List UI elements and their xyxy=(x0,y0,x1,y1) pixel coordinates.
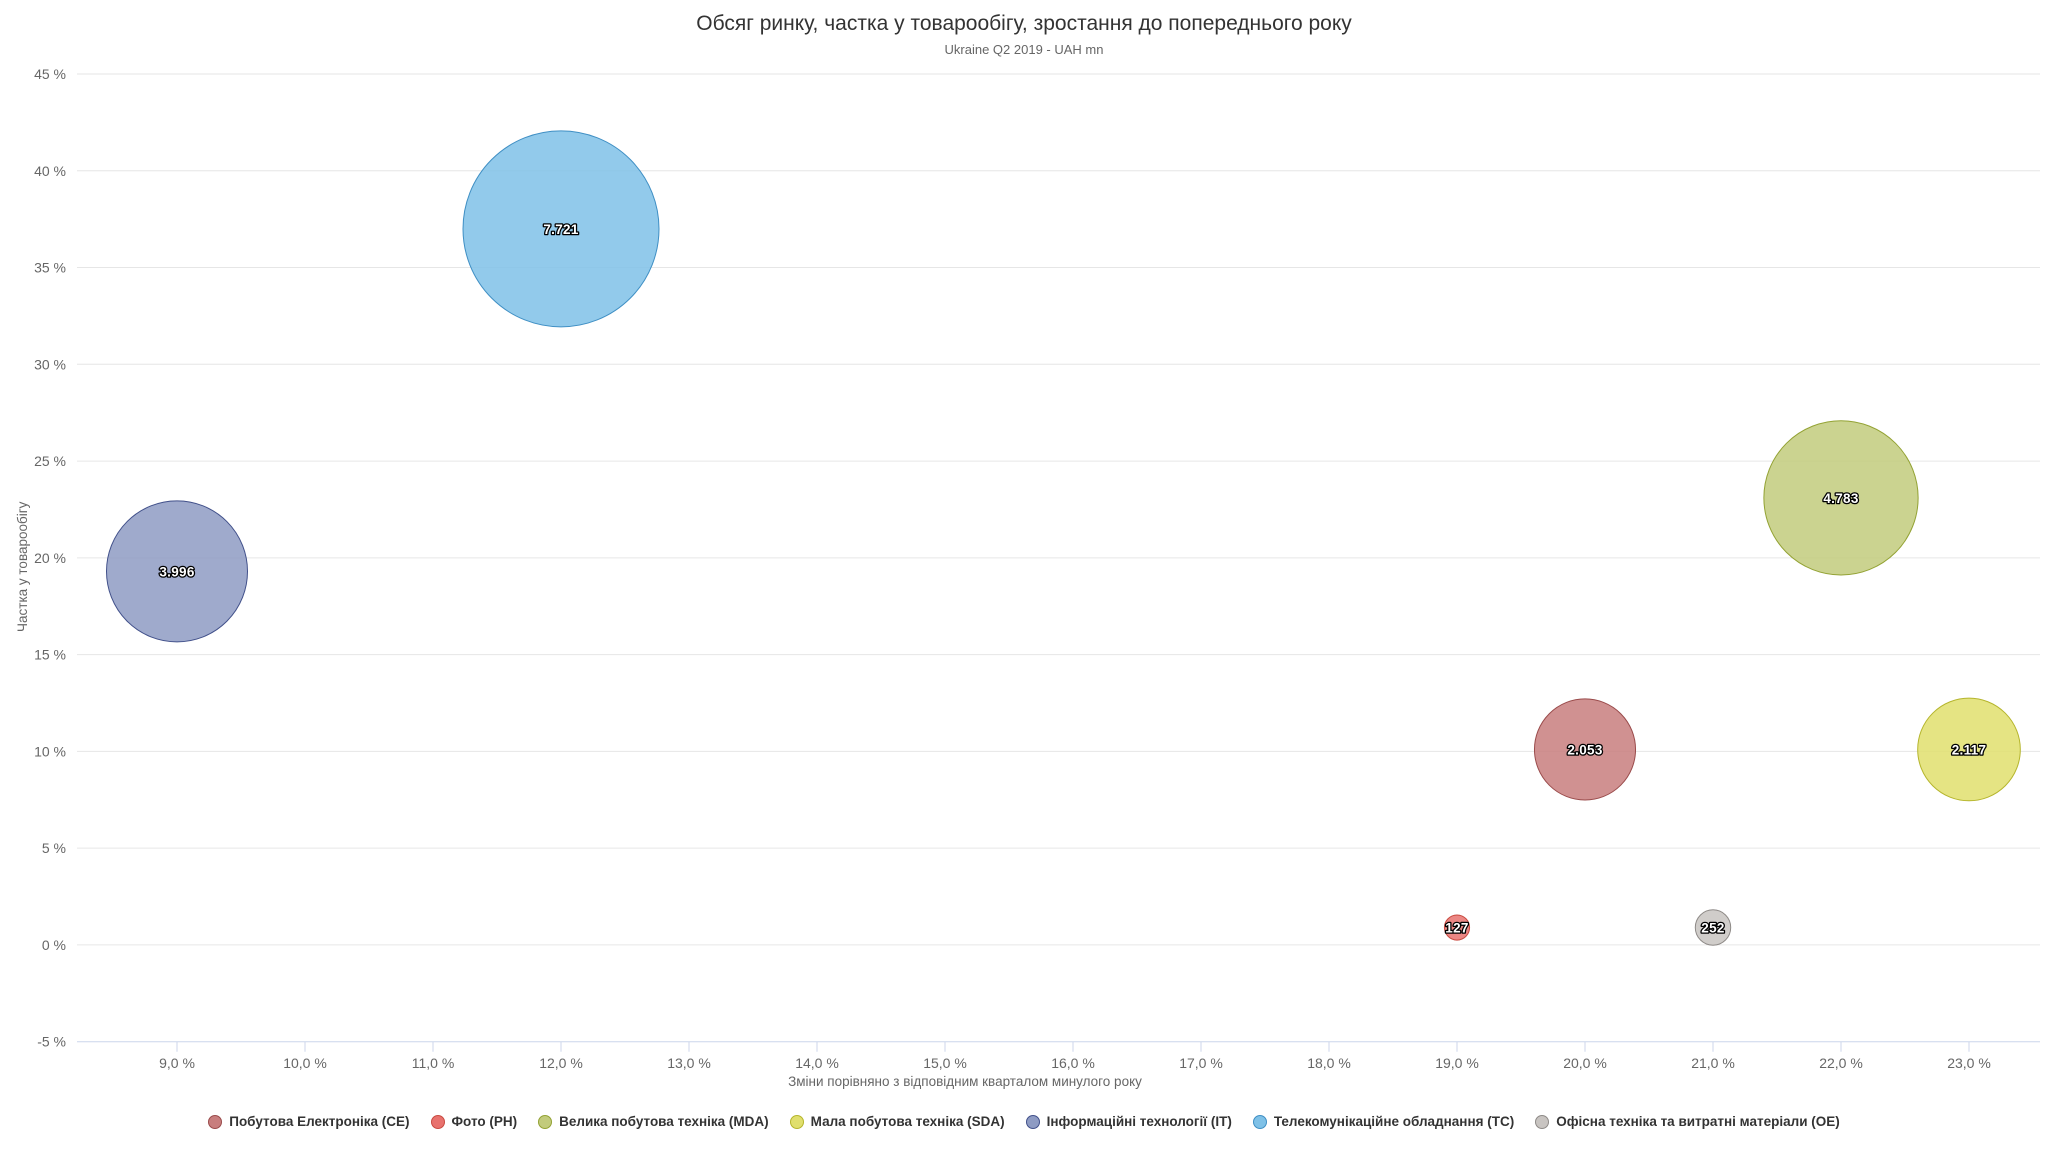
x-tick-label: 23,0 % xyxy=(1947,1055,1991,1071)
bubble-PH[interactable] xyxy=(1443,914,1471,941)
chart-title: Обсяг ринку, частка у товарообігу, зрост… xyxy=(696,12,1352,35)
x-tick-label: 9,0 % xyxy=(159,1055,195,1071)
bubble-OE[interactable] xyxy=(1694,909,1732,946)
x-tick-label: 14,0 % xyxy=(795,1055,839,1071)
bubble-TC[interactable] xyxy=(462,130,660,328)
y-axis-title: Частка у товарообігу xyxy=(15,501,30,632)
y-tick-label: 35 % xyxy=(34,260,66,276)
legend-item-OE[interactable]: Офісна техніка та витратні матеріали (OE… xyxy=(1535,1114,1840,1129)
y-tick-label: 40 % xyxy=(34,163,66,179)
legend-label: Велика побутова техніка (MDA) xyxy=(559,1114,769,1129)
bubble-label-OE: 252 xyxy=(1701,921,1724,936)
legend-item-MDA[interactable]: Велика побутова техніка (MDA) xyxy=(538,1114,769,1129)
bubble-label-PH: 127 xyxy=(1445,921,1468,936)
legend-item-IT[interactable]: Інформаційні технології (IT) xyxy=(1025,1114,1232,1129)
legend-item-PH[interactable]: Фото (PH) xyxy=(430,1114,518,1129)
y-tick-label: -5 % xyxy=(37,1034,66,1050)
x-tick-label: 17,0 % xyxy=(1179,1055,1223,1071)
legend-label: Телекомунікаційне обладнання (TC) xyxy=(1273,1114,1515,1129)
legend-marker-icon xyxy=(1252,1114,1267,1129)
y-tick-label: 10 % xyxy=(34,743,66,759)
legend-label: Фото (PH) xyxy=(451,1114,518,1129)
bubble-label-IT: 3.996 xyxy=(159,564,194,579)
legend: Побутова Електроніка (CE) Фото (PH) Велика… xyxy=(0,1114,2048,1129)
legend-label: Інформаційні технології (IT) xyxy=(1046,1114,1232,1129)
y-tick-label: 45 % xyxy=(34,66,66,82)
x-tick-label: 21,0 % xyxy=(1691,1055,1735,1071)
bubble-MDA[interactable] xyxy=(1763,420,1919,576)
bubble-IT[interactable] xyxy=(105,500,249,643)
legend-item-SDA[interactable]: Мала побутова техніка (SDA) xyxy=(789,1114,1005,1129)
chart-subtitle: Ukraine Q2 2019 - UAH mn xyxy=(944,42,1104,57)
bubble-CE[interactable] xyxy=(1533,698,1637,801)
bubble-label-CE: 2.053 xyxy=(1567,742,1602,757)
x-tick-label: 15,0 % xyxy=(923,1055,967,1071)
legend-marker-icon xyxy=(538,1114,553,1129)
y-tick-label: 15 % xyxy=(34,647,66,663)
x-tick-label: 12,0 % xyxy=(539,1055,583,1071)
y-tick-label: 20 % xyxy=(34,550,66,566)
legend-marker-icon xyxy=(1535,1114,1550,1129)
legend-item-TC[interactable]: Телекомунікаційне обладнання (TC) xyxy=(1252,1114,1515,1129)
x-tick-label: 10,0 % xyxy=(283,1055,327,1071)
bubble-SDA[interactable] xyxy=(1917,697,2021,802)
legend-marker-icon xyxy=(208,1114,223,1129)
legend-marker-icon xyxy=(789,1114,804,1129)
bubble-label-MDA: 4.783 xyxy=(1823,491,1858,506)
legend-marker-icon xyxy=(430,1114,445,1129)
x-tick-label: 22,0 % xyxy=(1819,1055,1863,1071)
y-tick-label: 5 % xyxy=(42,840,66,856)
x-tick-label: 16,0 % xyxy=(1051,1055,1095,1071)
bubble-label-TC: 7.721 xyxy=(543,222,578,237)
y-tick-label: 30 % xyxy=(34,356,66,372)
x-tick-label: 20,0 % xyxy=(1563,1055,1607,1071)
x-axis-title: Зміни порівняно з відповідним кварталом … xyxy=(788,1074,1142,1089)
bubble-label-SDA: 2.117 xyxy=(1952,742,1987,757)
x-tick-label: 11,0 % xyxy=(412,1055,455,1071)
legend-label: Побутова Електроніка (CE) xyxy=(229,1114,410,1129)
legend-item-CE[interactable]: Побутова Електроніка (CE) xyxy=(208,1114,410,1129)
y-tick-label: 25 % xyxy=(34,453,66,469)
legend-marker-icon xyxy=(1025,1114,1040,1129)
y-tick-label: 0 % xyxy=(42,937,66,953)
x-tick-label: 13,0 % xyxy=(667,1055,711,1071)
x-tick-label: 18,0 % xyxy=(1307,1055,1351,1071)
x-tick-label: 19,0 % xyxy=(1435,1055,1479,1071)
legend-label: Мала побутова техніка (SDA) xyxy=(810,1114,1005,1129)
legend-label: Офісна техніка та витратні матеріали (OE… xyxy=(1556,1114,1840,1129)
